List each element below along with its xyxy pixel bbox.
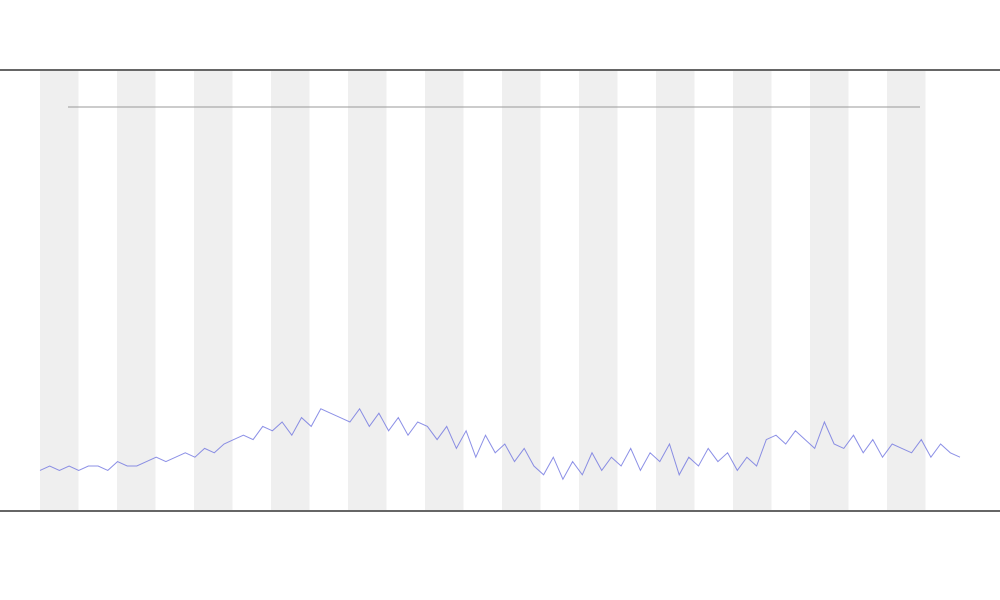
band <box>733 71 772 510</box>
band <box>579 71 618 510</box>
band <box>887 71 926 510</box>
band <box>271 71 310 510</box>
band <box>656 71 695 510</box>
band <box>40 71 79 510</box>
band <box>348 71 387 510</box>
band <box>425 71 464 510</box>
band <box>117 71 156 510</box>
band <box>810 71 849 510</box>
background-bands <box>40 71 926 510</box>
series-line <box>39 407 961 481</box>
band <box>502 71 541 510</box>
band <box>194 71 233 510</box>
